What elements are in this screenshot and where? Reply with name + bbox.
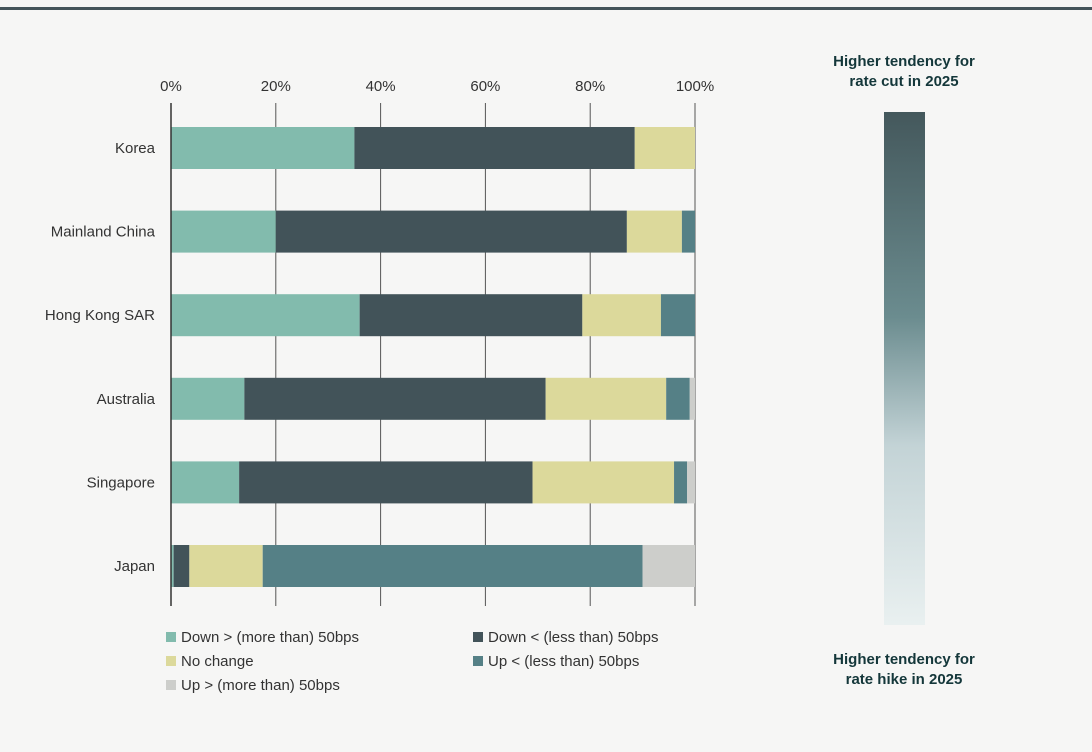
scale-bottom-label: Higher tendency for rate hike in 2025 xyxy=(804,650,1004,690)
tendency-gradient-bar xyxy=(884,112,925,625)
category-label: Mainland China xyxy=(51,224,156,241)
bar-segment xyxy=(634,127,695,169)
bar-segment xyxy=(626,210,682,253)
scale-bottom-label-line1: Higher tendency for xyxy=(833,651,975,668)
category-label: Australia xyxy=(97,391,156,408)
bar-segment xyxy=(359,294,583,337)
bar-segment xyxy=(689,377,695,420)
top-rule xyxy=(0,7,1092,10)
bar-segment xyxy=(171,210,276,253)
category-label: Hong Kong SAR xyxy=(45,307,155,324)
bar-segment xyxy=(666,377,690,420)
bar-segment xyxy=(545,377,667,420)
bar-segment xyxy=(171,127,355,169)
scale-top-label-line2: rate cut in 2025 xyxy=(849,73,959,90)
legend-label: Down > (more than) 50bps xyxy=(181,628,360,646)
x-tick-label: 60% xyxy=(470,78,500,95)
bar-segment xyxy=(173,545,190,587)
legend-item: Up > (more than) 50bps xyxy=(166,676,473,694)
bar-segment xyxy=(244,377,546,420)
bar-segment xyxy=(354,127,635,169)
legend-item: Up < (less than) 50bps xyxy=(473,652,726,670)
legend-swatch xyxy=(166,632,176,642)
bar-segment xyxy=(674,461,688,504)
scale-top-label-line1: Higher tendency for xyxy=(833,53,975,70)
category-label: Korea xyxy=(115,140,156,157)
legend-item: No change xyxy=(166,652,473,670)
bar-segment xyxy=(239,461,533,504)
legend-swatch xyxy=(166,680,176,690)
bar-segment xyxy=(171,461,240,504)
bar-segment xyxy=(681,210,695,253)
bar-segment xyxy=(189,545,263,587)
x-tick-label: 100% xyxy=(676,78,714,95)
bar-segment xyxy=(532,461,675,504)
bar-segment xyxy=(660,294,695,337)
legend-label: No change xyxy=(181,652,254,670)
x-tick-label: 0% xyxy=(160,78,182,95)
legend-label: Up > (more than) 50bps xyxy=(181,676,340,694)
legend-label: Down < (less than) 50bps xyxy=(488,628,659,646)
legend-item: Down < (less than) 50bps xyxy=(473,628,726,646)
bar-segment xyxy=(171,294,360,337)
bar-segment xyxy=(687,461,695,504)
category-label: Japan xyxy=(114,558,155,575)
bar-segment xyxy=(275,210,627,253)
scale-top-label: Higher tendency for rate cut in 2025 xyxy=(804,52,1004,92)
legend-swatch xyxy=(473,632,483,642)
legend-swatch xyxy=(166,656,176,666)
bar-segment xyxy=(642,545,695,587)
x-tick-label: 40% xyxy=(366,78,396,95)
category-label: Singapore xyxy=(87,474,155,491)
x-tick-label: 20% xyxy=(261,78,291,95)
bar-segment xyxy=(582,294,661,337)
x-tick-label: 80% xyxy=(575,78,605,95)
legend-label: Up < (less than) 50bps xyxy=(488,652,640,670)
bar-segment xyxy=(171,545,174,587)
scale-bottom-label-line2: rate hike in 2025 xyxy=(845,671,963,688)
stacked-bar-chart: 0% 20% 40% 60% 80% 100% Korea Mainland China Hon… xyxy=(45,78,714,606)
bar-segment xyxy=(262,545,643,587)
chart-legend: Down > (more than) 50bps Down < (less tha… xyxy=(166,628,726,694)
legend-swatch xyxy=(473,656,483,666)
bar-segment xyxy=(171,377,245,420)
legend-item: Down > (more than) 50bps xyxy=(166,628,473,646)
